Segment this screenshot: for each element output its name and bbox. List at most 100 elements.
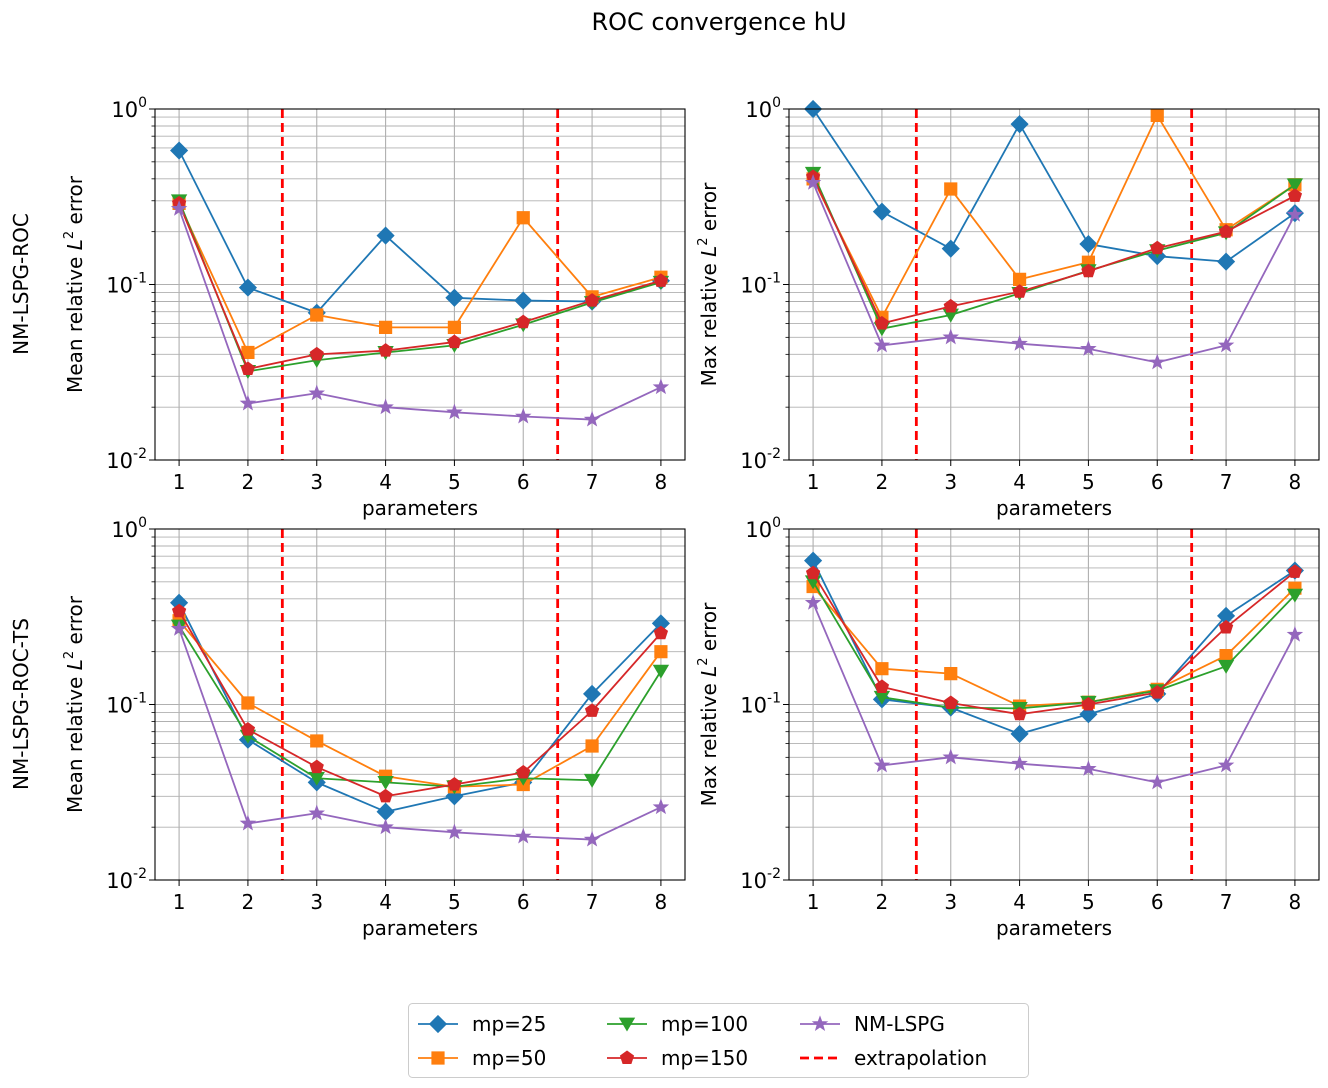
series-nm-lspg	[170, 620, 670, 847]
data-point-mp-50	[447, 320, 462, 334]
data-point-nm-lspg	[583, 410, 601, 427]
data-point-mp-150	[1081, 697, 1096, 711]
data-point-mp-150	[874, 315, 890, 330]
data-point-mp-150	[309, 346, 324, 361]
x-tick-label: 4	[1013, 470, 1026, 494]
x-tick-label: 6	[517, 890, 530, 914]
data-point-nm-lspg	[1080, 340, 1097, 356]
series-line-mp-50	[178, 202, 662, 354]
x-tick-label: 2	[242, 470, 255, 494]
data-point-nm-lspg	[170, 200, 188, 216]
series-line-mp-100	[812, 581, 1296, 710]
data-point-nm-lspg	[1286, 205, 1304, 222]
data-point-nm-lspg	[377, 818, 394, 835]
data-point-mp-25	[376, 226, 395, 245]
data-point-mp-150	[447, 334, 462, 349]
legend-label: mp=50	[472, 1046, 546, 1070]
data-point-mp-25	[872, 202, 891, 221]
x-tick-label: 5	[1082, 470, 1095, 494]
x-tick-label: 8	[655, 470, 668, 494]
data-point-mp-50	[516, 211, 530, 225]
series-mp-150	[805, 564, 1303, 721]
legend: mp=25 mp=50 mp=100 mp=150 NM-LSPG extrapolati…	[408, 1003, 1029, 1078]
y-axis-label: Mean relative L2 error	[62, 175, 87, 393]
legend-label: mp=100	[661, 1012, 748, 1036]
x-tick-label: 1	[173, 890, 186, 914]
x-tick-label: 3	[310, 890, 323, 914]
y-tick-label: 100	[745, 515, 781, 542]
data-point-nm-lspg	[583, 830, 601, 847]
data-point-nm-lspg	[1149, 353, 1166, 370]
x-tick-label: 7	[1220, 890, 1233, 914]
data-point-nm-lspg	[942, 748, 959, 765]
series-line-mp-50	[178, 620, 662, 788]
data-point-mp-100	[652, 664, 670, 679]
y-tick-label: 10-1	[106, 691, 147, 718]
data-point-mp-25	[1217, 252, 1236, 271]
data-point-mp-150	[584, 703, 600, 717]
data-point-mp-25	[238, 278, 257, 297]
data-point-nm-lspg	[377, 398, 394, 415]
series-line-mp-150	[812, 571, 1296, 716]
x-tick-label: 2	[876, 470, 889, 494]
series-line-mp-150	[178, 203, 662, 370]
data-point-mp-150	[378, 343, 393, 357]
data-point-mp-150	[240, 722, 256, 736]
data-point-mp-100	[377, 775, 394, 790]
data-point-nm-lspg	[873, 336, 891, 353]
legend-entry-nm-lspg: NM-LSPG	[800, 1012, 945, 1036]
series-line-mp-25	[178, 150, 662, 314]
data-point-nm-lspg	[1217, 756, 1235, 773]
x-tick-label: 4	[1013, 890, 1026, 914]
legend-entry-mp-25: mp=25	[418, 1012, 546, 1036]
legend-label: mp=150	[661, 1046, 748, 1070]
data-point-mp-100	[1286, 178, 1304, 193]
data-point-mp-150	[874, 679, 890, 693]
series-nm-lspg	[804, 594, 1304, 790]
y-axis-label: Mean relative L2 error	[62, 595, 87, 813]
series-line-mp-25	[812, 560, 1296, 735]
data-point-mp-25	[583, 684, 602, 703]
data-point-mp-100	[583, 773, 601, 788]
data-point-mp-50	[378, 320, 393, 334]
y-tick-label: 10-1	[106, 271, 147, 298]
data-point-mp-150	[1218, 224, 1234, 238]
data-point-mp-25	[1010, 115, 1029, 134]
data-point-mp-150	[516, 314, 531, 329]
data-point-nm-lspg	[515, 827, 532, 844]
data-point-nm-lspg	[652, 798, 670, 815]
series-line-mp-50	[812, 114, 1296, 319]
legend-entry-mp-100: mp=100	[607, 1012, 748, 1036]
data-point-mp-50	[310, 308, 324, 322]
legend-marker	[619, 1050, 635, 1065]
x-tick-label: 2	[876, 890, 889, 914]
data-point-mp-150	[1012, 706, 1027, 721]
legend-box	[408, 1003, 1029, 1078]
data-point-mp-150	[378, 788, 393, 803]
data-point-mp-150	[171, 603, 187, 618]
subplot-3: 1 2 3 4 5 6 7 8 10-2 10-1 100 parameters Mean relati…	[62, 515, 686, 940]
data-point-mp-150	[943, 695, 958, 710]
x-tick-label: 7	[586, 470, 599, 494]
row-label-nm-lspg-roc-ts: NM-LSPG-ROC-TS	[9, 618, 33, 790]
data-point-mp-150	[584, 293, 600, 307]
data-point-mp-150	[805, 565, 821, 580]
x-tick-label: 2	[242, 890, 255, 914]
x-tick-label: 8	[1289, 470, 1302, 494]
series-mp-150	[171, 603, 669, 803]
series-line-mp-150	[178, 610, 662, 798]
data-point-mp-150	[1287, 188, 1303, 202]
x-tick-label: 5	[448, 470, 461, 494]
x-axis-label: parameters	[362, 496, 478, 520]
figure-title: ROC convergence hU	[591, 8, 846, 36]
x-tick-label: 1	[807, 470, 820, 494]
data-point-nm-lspg	[1011, 755, 1028, 771]
x-tick-label: 1	[173, 470, 186, 494]
data-point-mp-50	[310, 734, 324, 748]
x-tick-label: 4	[379, 470, 392, 494]
data-point-nm-lspg	[1217, 336, 1235, 353]
data-point-mp-150	[447, 777, 462, 791]
series-line-mp-100	[178, 625, 662, 788]
data-point-mp-50	[1012, 272, 1027, 286]
